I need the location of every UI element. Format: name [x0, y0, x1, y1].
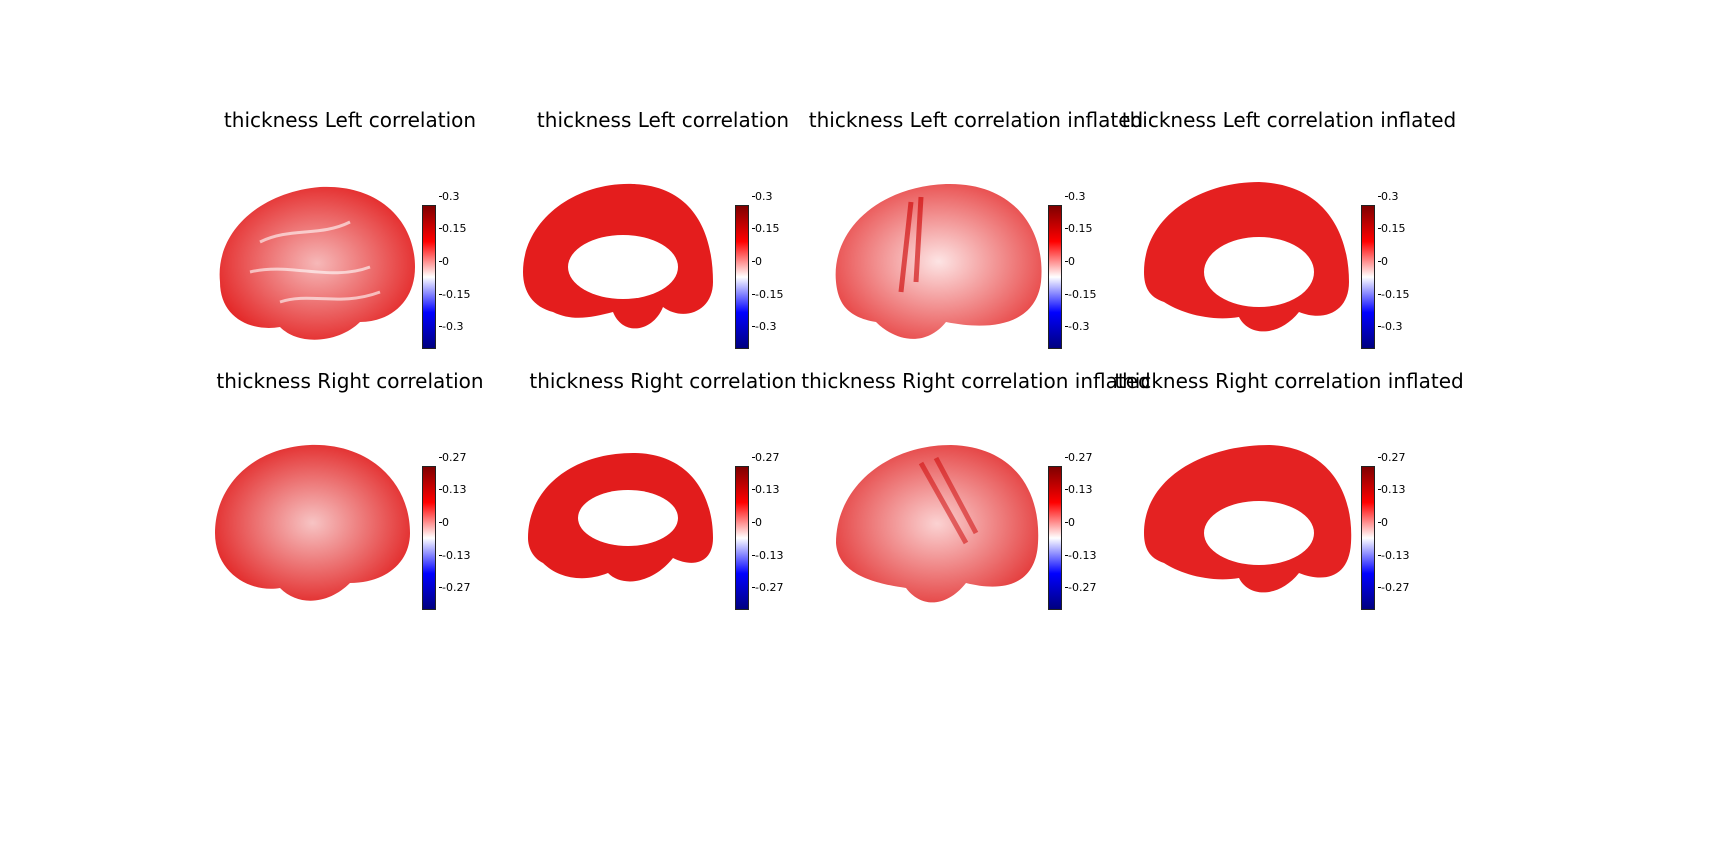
colorbar-tick: 0.15: [439, 222, 467, 235]
panel-left-medial: thickness Left correlation 0.3 0.15 0 -0…: [513, 108, 893, 388]
colorbar-tick: 0: [439, 516, 449, 529]
colorbar-tick: 0.27: [439, 451, 467, 464]
colorbar-tick: -0.3: [1064, 320, 1090, 333]
brain-surface-image: [835, 183, 1042, 339]
panel-right-medial-inflated: thickness Right correlation inflated 0.2…: [1114, 369, 1519, 649]
colorbar-tick: -0.27: [751, 581, 784, 594]
panel-title: thickness Left correlation inflated: [1121, 108, 1457, 132]
brain-surface-image: [528, 453, 713, 582]
colorbar: [1048, 205, 1062, 349]
panel-left-medial-inflated: thickness Left correlation inflated 0.3 …: [1122, 108, 1519, 388]
colorbar-tick: -0.27: [1377, 581, 1410, 594]
colorbar-tick: -0.27: [1064, 581, 1097, 594]
colorbar-tick: 0.3: [439, 190, 460, 203]
colorbar: [1048, 466, 1062, 610]
colorbar-tick: -0.3: [438, 320, 464, 333]
colorbar-tick: -0.3: [751, 320, 777, 333]
colorbar-tick: 0: [752, 516, 762, 529]
panel-title: thickness Right correlation: [216, 369, 484, 393]
colorbar-tick: -0.13: [438, 549, 471, 562]
colorbar-tick: -0.15: [1377, 288, 1410, 301]
colorbar-tick: -0.13: [1064, 549, 1097, 562]
brain-surface-image: [1144, 445, 1352, 593]
colorbar-tick: 0.3: [752, 190, 773, 203]
colorbar-tick: 0: [439, 255, 449, 268]
colorbar-tick: 0.15: [1378, 222, 1406, 235]
colorbar-tick: 0.13: [1065, 483, 1093, 496]
brain-surface-image: [836, 445, 1039, 603]
colorbar-tick: 0.3: [1378, 190, 1399, 203]
brain-surface-image: [1144, 182, 1349, 332]
colorbar-tick: 0.13: [752, 483, 780, 496]
colorbar: [422, 205, 436, 349]
panel-title: thickness Left correlation: [223, 108, 477, 132]
colorbar-tick: -0.13: [1377, 549, 1410, 562]
colorbar-tick: 0.15: [752, 222, 780, 235]
colorbar-tick: 0.27: [1378, 451, 1406, 464]
panel-title: thickness Left correlation: [536, 108, 790, 132]
colorbar-tick: 0: [1065, 255, 1075, 268]
colorbar-tick: 0.27: [1065, 451, 1093, 464]
colorbar-tick: 0: [1378, 516, 1388, 529]
colorbar-tick: 0: [1065, 516, 1075, 529]
panel-title: thickness Left correlation inflated: [808, 108, 1144, 132]
brain-surface-image: [215, 444, 410, 601]
colorbar-tick: 0.27: [752, 451, 780, 464]
colorbar: [1361, 205, 1375, 349]
colorbar-tick: 0.3: [1065, 190, 1086, 203]
panel-left-lateral: thickness Left correlation 0.3 0.15 0 -0…: [200, 108, 580, 388]
colorbar-tick: 0: [752, 255, 762, 268]
colorbar-tick: -0.15: [751, 288, 784, 301]
colorbar: [422, 466, 436, 610]
colorbar-tick: 0.13: [439, 483, 467, 496]
colorbar-tick: 0.13: [1378, 483, 1406, 496]
colorbar-tick: -0.3: [1377, 320, 1403, 333]
panel-title: thickness Right correlation: [529, 369, 797, 393]
colorbar-tick: -0.27: [438, 581, 471, 594]
colorbar-tick: 0.15: [1065, 222, 1093, 235]
panel-right-medial: thickness Right correlation 0.27 0.13 0 …: [513, 369, 893, 649]
brain-surface-image: [523, 183, 713, 329]
panel-title: thickness Right correlation inflated: [801, 369, 1151, 393]
colorbar-tick: -0.15: [1064, 288, 1097, 301]
colorbar: [735, 205, 749, 349]
colorbar-tick: 0: [1378, 255, 1388, 268]
colorbar: [1361, 466, 1375, 610]
panel-right-lateral: thickness Right correlation 0.27 0.13 0 …: [200, 369, 580, 649]
panel-title: thickness Right correlation inflated: [1114, 369, 1464, 393]
colorbar-tick: -0.15: [438, 288, 471, 301]
brain-surface-image: [219, 186, 415, 340]
panel-right-lateral-inflated: thickness Right correlation inflated 0.2…: [801, 369, 1206, 649]
colorbar-tick: -0.13: [751, 549, 784, 562]
colorbar: [735, 466, 749, 610]
panel-left-lateral-inflated: thickness Left correlation inflated 0.3 …: [809, 108, 1206, 388]
